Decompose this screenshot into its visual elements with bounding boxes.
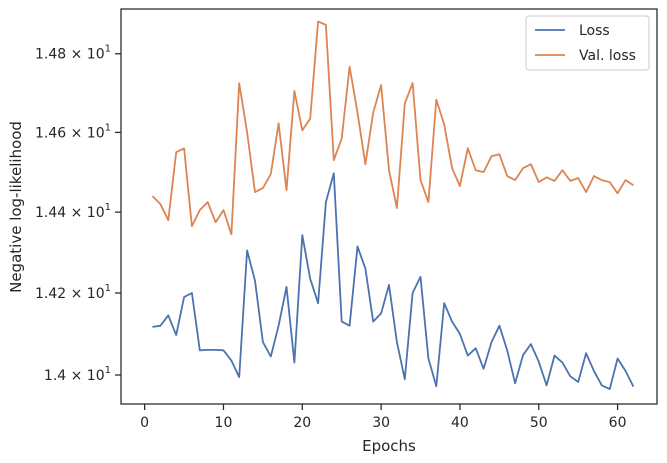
- x-axis-label: Epochs: [362, 437, 416, 455]
- x-tick-label: 10: [215, 415, 233, 431]
- y-tick-label: 1.42 × 101: [35, 283, 111, 302]
- legend-label-val-loss: Val. loss: [579, 48, 636, 64]
- y-tick-label: 1.48 × 101: [35, 44, 111, 63]
- y-axis-label: Negative log-likelihood: [7, 121, 25, 293]
- x-tick-label: 30: [372, 415, 390, 431]
- series-line-val-loss: [151, 20, 634, 236]
- series-line-loss: [152, 172, 635, 391]
- y-tick-label: 1.44 × 101: [35, 202, 111, 221]
- y-axis-ticks: 1.4 × 101 1.42 × 101 1.44 × 101 1.46 × 101 1…: [35, 44, 121, 384]
- legend: Loss Val. loss: [525, 15, 650, 71]
- x-tick-label: 20: [293, 415, 311, 431]
- x-axis-ticks: 0 10 20 30 40 50 60: [140, 404, 627, 431]
- plot-frame: [120, 8, 658, 405]
- x-tick-label: 40: [451, 415, 469, 431]
- series-layer: [151, 20, 635, 391]
- y-tick-label: 1.4 × 101: [44, 365, 111, 384]
- legend-label-loss: Loss: [579, 23, 610, 39]
- x-tick-label: 60: [609, 415, 627, 431]
- y-tick-label: 1.46 × 101: [35, 122, 111, 141]
- x-tick-label: 0: [140, 415, 149, 431]
- x-tick-label: 50: [530, 415, 548, 431]
